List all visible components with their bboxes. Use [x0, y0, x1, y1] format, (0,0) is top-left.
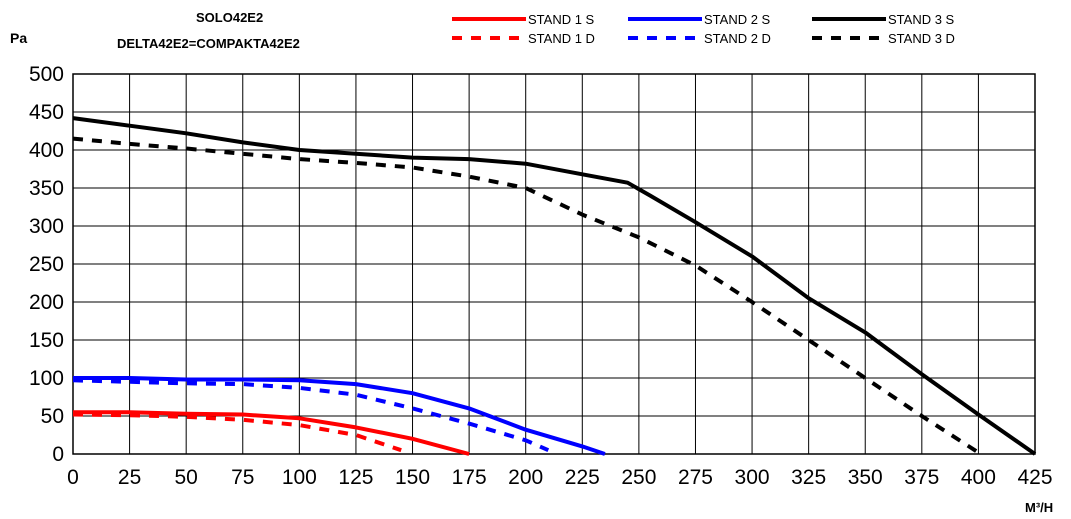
x-tick-label: 425 — [1017, 466, 1052, 489]
chart-title-line-1: SOLO42E2 — [196, 10, 264, 25]
legend-label: STAND 3 S — [888, 12, 955, 27]
x-tick-label: 200 — [508, 466, 543, 489]
x-tick-label: 25 — [118, 466, 141, 489]
x-tick-label: 100 — [282, 466, 317, 489]
x-tick-label: 375 — [904, 466, 939, 489]
x-tick-label: 150 — [395, 466, 430, 489]
x-tick-label: 400 — [961, 466, 996, 489]
series-line-stand-3-s — [72, 116, 1037, 456]
plot-frame — [72, 73, 1036, 455]
x-tick-label: 0 — [67, 466, 79, 489]
x-tick-label: 250 — [621, 466, 656, 489]
series-lines — [72, 116, 1037, 456]
x-tick-label: 50 — [174, 466, 197, 489]
x-tick-label: 275 — [678, 466, 713, 489]
legend-label: STAND 2 S — [704, 12, 771, 27]
x-tick-label: 75 — [231, 466, 254, 489]
chart-title-line-2: DELTA42E2=COMPAKTA42E2 — [117, 36, 300, 51]
y-tick-label: 250 — [29, 253, 64, 276]
legend: STAND 1 S STAND 1 D STAND 2 S STAND 2 D STAN… — [452, 12, 955, 46]
x-tick-label: 325 — [791, 466, 826, 489]
series-line-stand-1-d — [72, 412, 402, 453]
x-tick-label: 125 — [338, 466, 373, 489]
legend-label: STAND 1 D — [528, 31, 595, 46]
y-axis-label: Pa — [10, 30, 28, 46]
series-line-stand-2-d — [72, 378, 550, 453]
y-tick-label: 300 — [29, 215, 64, 238]
y-tick-label: 450 — [29, 101, 64, 124]
y-tick-label: 500 — [29, 63, 64, 86]
x-tick-label: 175 — [452, 466, 487, 489]
legend-label: STAND 1 S — [528, 12, 595, 27]
y-tick-label: 350 — [29, 177, 64, 200]
y-tick-label: 50 — [41, 405, 64, 428]
y-tick-label: 150 — [29, 329, 64, 352]
grid — [72, 73, 1036, 455]
tick-labels: 0 25 50 75 100 125 150 175 200 225 250 275 300 325 350… — [29, 63, 1053, 489]
y-tick-label: 0 — [52, 443, 64, 466]
series-line-stand-2-s — [73, 376, 606, 456]
legend-label: STAND 2 D — [704, 31, 771, 46]
legend-label: STAND 3 D — [888, 31, 955, 46]
series-line-stand-3-d — [72, 136, 980, 455]
y-tick-label: 200 — [29, 291, 64, 314]
series-line-stand-1-s — [73, 410, 470, 456]
y-tick-label: 400 — [29, 139, 64, 162]
x-tick-label: 225 — [565, 466, 600, 489]
x-tick-label: 350 — [848, 466, 883, 489]
x-axis-label: M³/H — [1025, 500, 1054, 515]
x-tick-label: 300 — [735, 466, 770, 489]
y-tick-label: 100 — [29, 367, 64, 390]
